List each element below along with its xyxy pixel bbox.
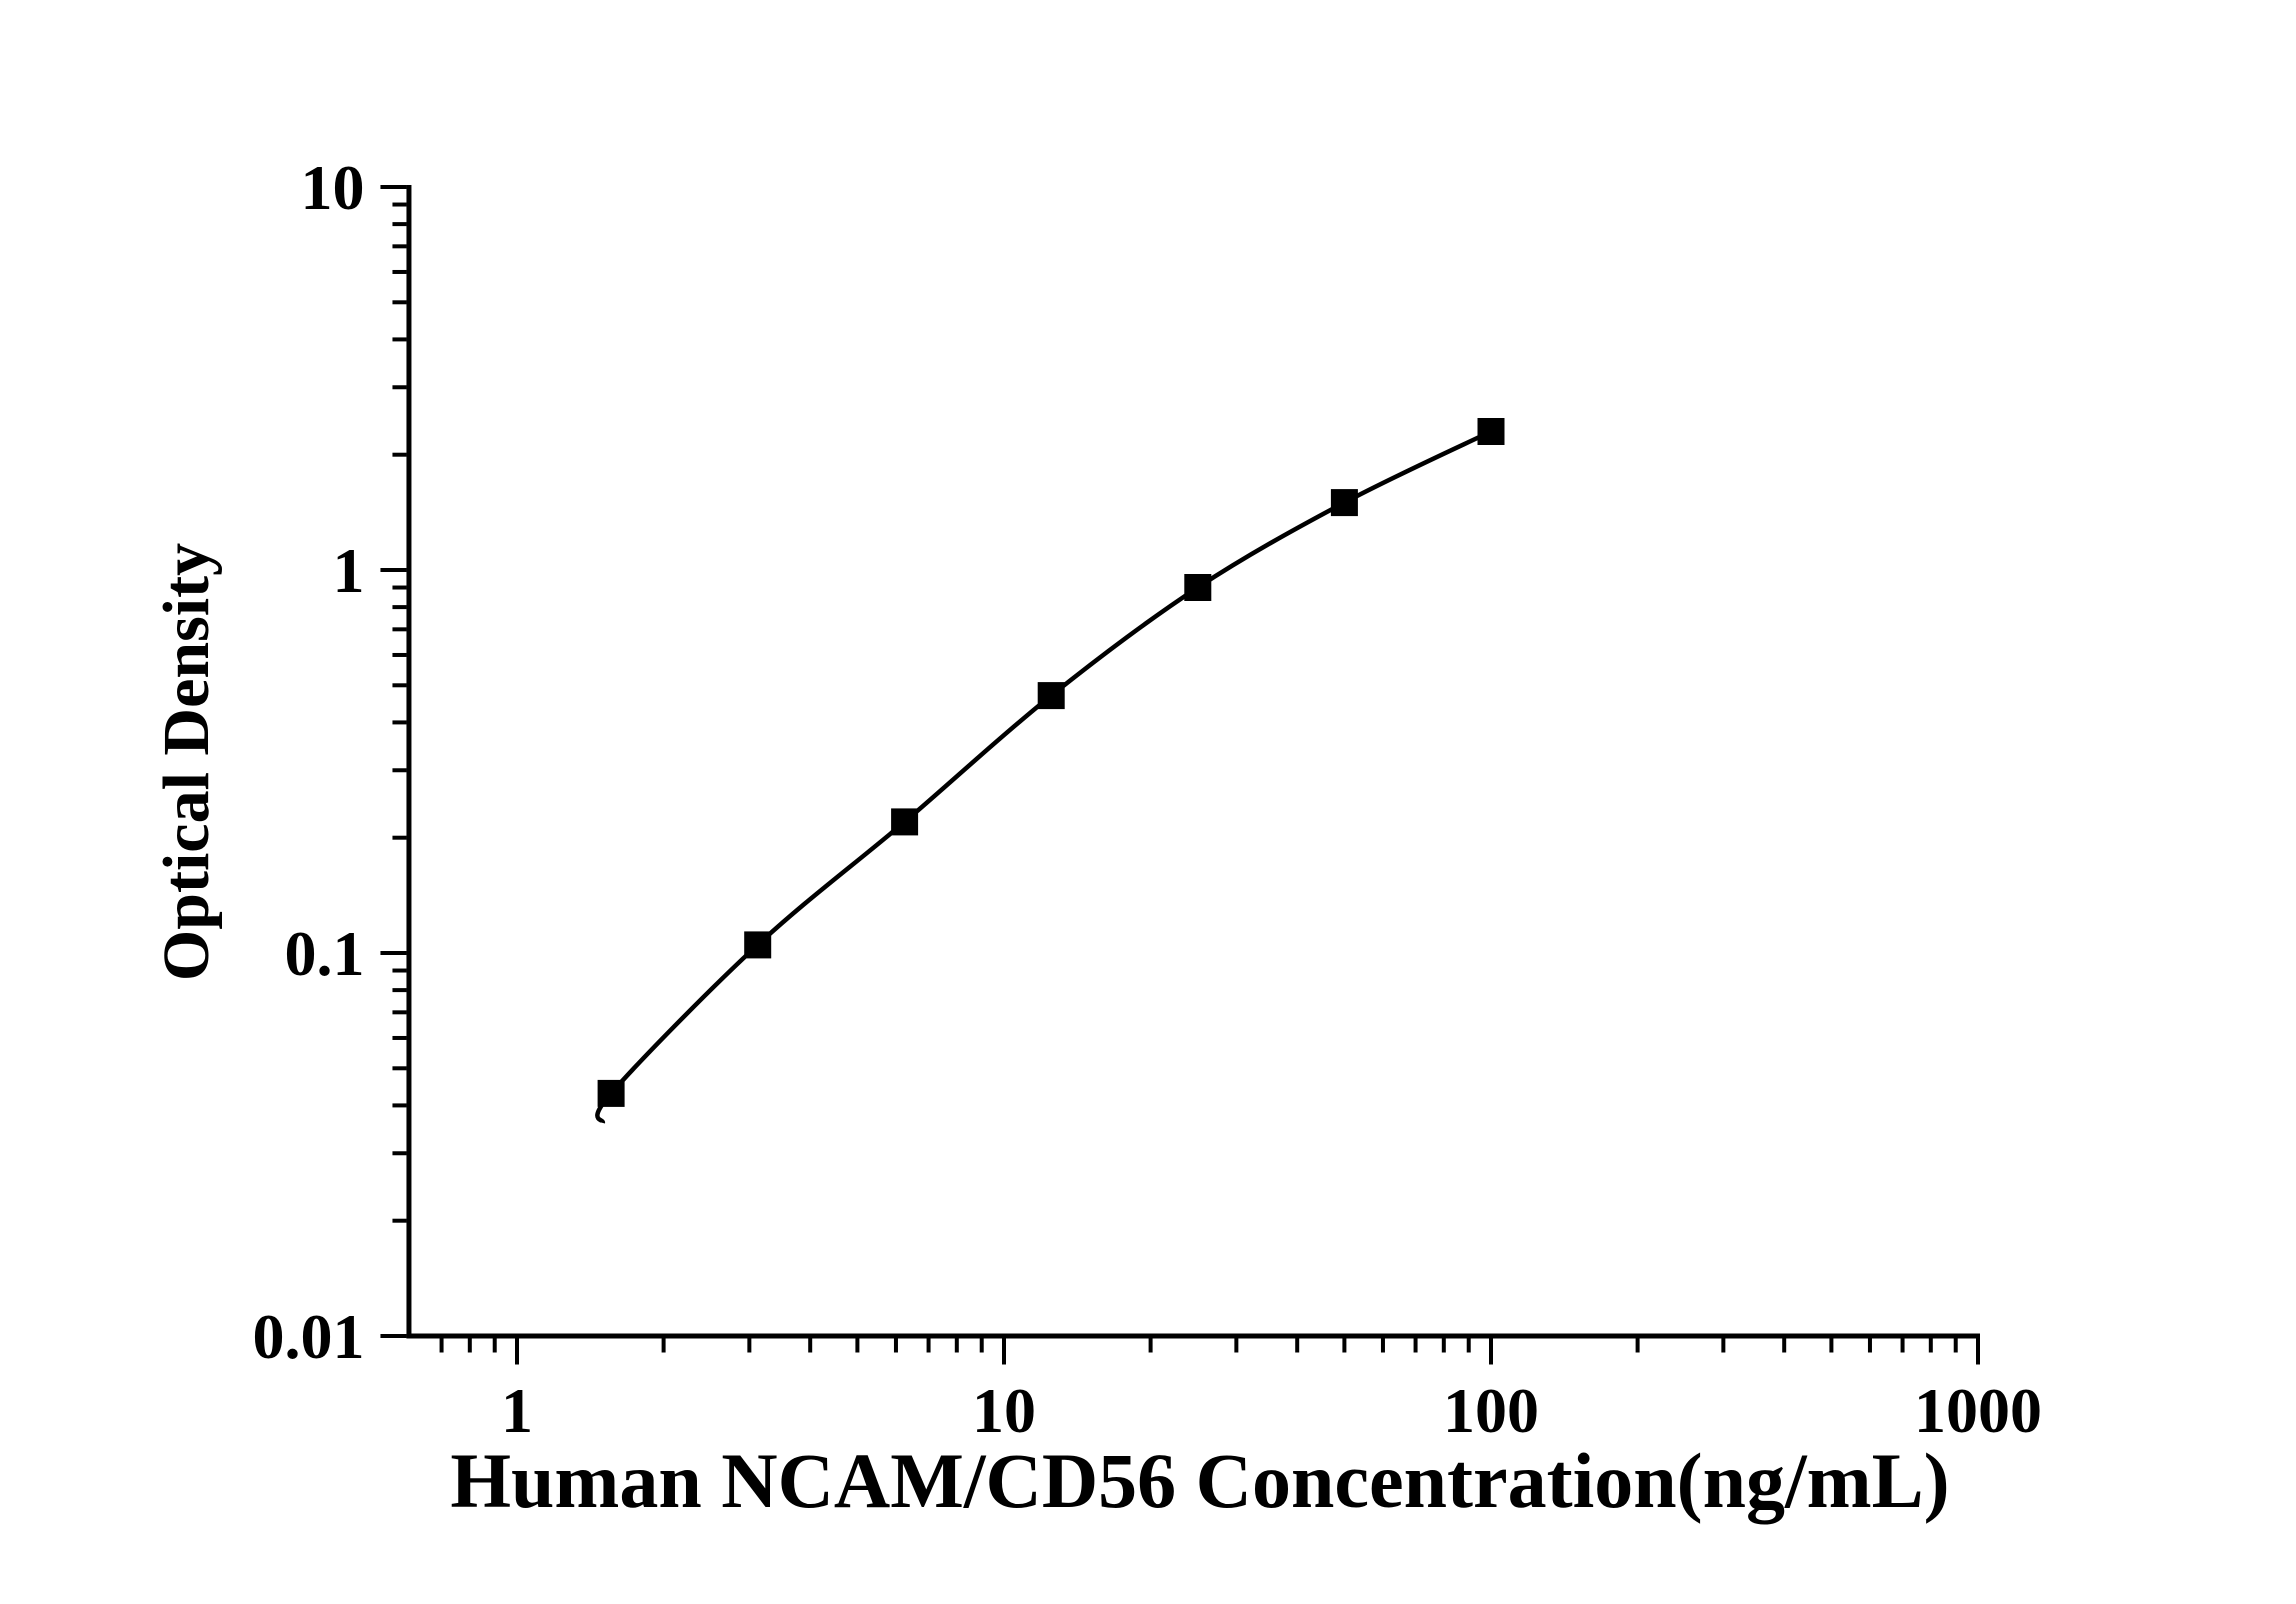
x-axis-title: Human NCAM/CD56 Concentration(ng/mL) <box>450 1437 1949 1524</box>
y-tick-label: 1 <box>332 535 364 606</box>
curve-path <box>595 429 1492 1124</box>
axes-group <box>406 185 1980 1339</box>
data-point-marker <box>891 808 919 836</box>
x-tick-label: 10 <box>972 1375 1036 1446</box>
data-point-marker <box>1037 682 1065 710</box>
ticks-group <box>380 185 1980 1365</box>
y-tick-label: 0.01 <box>252 1301 364 1372</box>
y-axis-title: Optical Density <box>150 543 223 981</box>
data-point-marker <box>1184 574 1212 601</box>
data-point-marker <box>1477 418 1505 445</box>
y-tick-label: 10 <box>300 152 364 223</box>
data-point-marker <box>597 1079 625 1107</box>
data-point-marker <box>1330 489 1358 517</box>
x-tick-label: 100 <box>1443 1375 1539 1446</box>
x-tick-label: 1 <box>501 1375 533 1446</box>
tick-labels-group: 1 10 100 1000 0.01 0.1 1 10 <box>252 152 2042 1446</box>
series-group <box>595 418 1505 1124</box>
x-tick-label: 1000 <box>1914 1375 2042 1446</box>
data-point-marker <box>744 931 772 959</box>
y-tick-label: 0.1 <box>284 918 364 989</box>
